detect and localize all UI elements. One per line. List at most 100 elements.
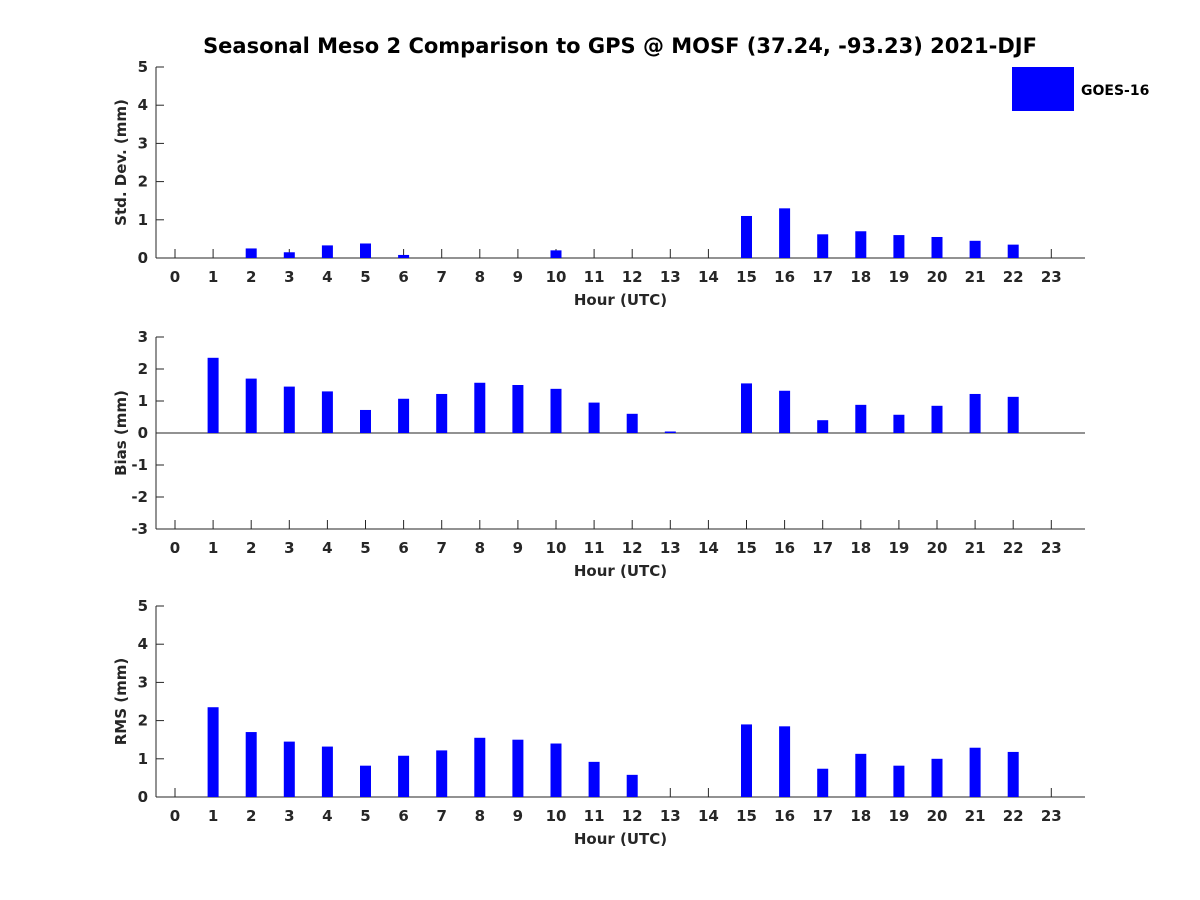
y-tick-label: 2	[138, 712, 148, 730]
x-tick-label: 20	[927, 268, 948, 286]
bar	[245, 378, 257, 433]
bar	[436, 750, 448, 797]
x-tick-label: 10	[546, 268, 567, 286]
x-tick-label: 20	[927, 539, 948, 557]
x-tick-label: 5	[360, 268, 370, 286]
x-tick-label: 8	[475, 539, 485, 557]
x-tick-label: 11	[584, 539, 605, 557]
bar	[398, 254, 410, 258]
y-tick-label: 3	[138, 328, 148, 346]
x-tick-label: 18	[850, 268, 871, 286]
x-tick-label: 11	[584, 807, 605, 825]
y-tick-label: 0	[138, 788, 148, 806]
x-tick-label: 22	[1003, 539, 1024, 557]
bar	[855, 231, 867, 258]
bar	[321, 746, 333, 797]
legend: GOES-16	[1012, 67, 1149, 111]
bar	[588, 402, 600, 433]
x-tick-label: 0	[170, 539, 180, 557]
y-tick-label: 1	[138, 750, 148, 768]
y-tick-label: 5	[138, 58, 148, 76]
bar	[474, 737, 486, 797]
x-tick-label: 19	[888, 539, 909, 557]
bar	[550, 250, 562, 258]
bar	[626, 774, 638, 797]
y-axis-label: RMS (mm)	[112, 658, 130, 745]
bar	[664, 431, 676, 433]
bar	[741, 383, 752, 433]
x-tick-label: 14	[698, 539, 719, 557]
x-tick-label: 2	[246, 539, 256, 557]
x-tick-label: 16	[774, 539, 795, 557]
x-tick-label: 11	[584, 268, 605, 286]
x-tick-label: 17	[812, 539, 833, 557]
bar	[931, 758, 943, 797]
bar	[245, 248, 257, 258]
bar	[1007, 751, 1019, 797]
bar	[512, 739, 524, 797]
y-axis-label: Bias (mm)	[112, 390, 130, 476]
x-tick-label: 5	[360, 807, 370, 825]
x-tick-label: 12	[622, 268, 643, 286]
bar	[741, 724, 752, 797]
y-tick-label: 3	[138, 673, 148, 691]
x-tick-label: 18	[850, 539, 871, 557]
x-tick-label: 23	[1041, 268, 1062, 286]
bar	[207, 707, 219, 797]
x-tick-label: 23	[1041, 807, 1062, 825]
bar	[360, 409, 371, 433]
x-tick-label: 12	[622, 807, 643, 825]
y-tick-label: 1	[138, 392, 148, 410]
x-tick-label: 13	[660, 268, 681, 286]
bar	[474, 382, 486, 433]
bar	[283, 252, 295, 258]
y-tick-label: 0	[138, 249, 148, 267]
x-tick-label: 15	[736, 807, 757, 825]
x-tick-label: 7	[436, 807, 446, 825]
y-tick-label: -3	[131, 520, 148, 538]
x-tick-label: 1	[208, 268, 218, 286]
chart-title: Seasonal Meso 2 Comparison to GPS @ MOSF…	[203, 34, 1037, 58]
bar	[207, 357, 219, 433]
x-tick-label: 6	[398, 268, 408, 286]
bar	[398, 398, 410, 433]
x-tick-label: 4	[322, 268, 332, 286]
x-tick-label: 22	[1003, 268, 1024, 286]
bar	[893, 765, 905, 797]
legend-label: GOES-16	[1081, 83, 1149, 99]
bar	[855, 404, 867, 433]
x-tick-label: 8	[475, 268, 485, 286]
y-tick-label: 0	[138, 424, 148, 442]
bar	[969, 393, 981, 433]
x-axis-label: Hour (UTC)	[574, 830, 667, 848]
bar	[779, 726, 791, 797]
bar	[550, 388, 562, 433]
bar	[550, 743, 562, 797]
bar	[360, 243, 371, 258]
y-tick-label: -1	[131, 456, 148, 474]
y-tick-label: -2	[131, 488, 148, 506]
bar	[893, 414, 905, 433]
y-tick-label: 2	[138, 173, 148, 191]
x-tick-label: 0	[170, 268, 180, 286]
y-tick-label: 3	[138, 134, 148, 152]
x-tick-label: 6	[398, 539, 408, 557]
x-tick-label: 3	[284, 539, 294, 557]
x-tick-label: 13	[660, 807, 681, 825]
bar	[245, 732, 257, 797]
x-tick-label: 7	[436, 539, 446, 557]
bar	[360, 765, 371, 797]
x-tick-label: 16	[774, 268, 795, 286]
x-tick-label: 20	[927, 807, 948, 825]
x-tick-label: 4	[322, 807, 332, 825]
x-tick-label: 15	[736, 268, 757, 286]
x-tick-label: 19	[888, 268, 909, 286]
x-tick-label: 15	[736, 539, 757, 557]
bar	[931, 236, 943, 258]
bar	[283, 741, 295, 797]
x-tick-label: 9	[513, 268, 523, 286]
